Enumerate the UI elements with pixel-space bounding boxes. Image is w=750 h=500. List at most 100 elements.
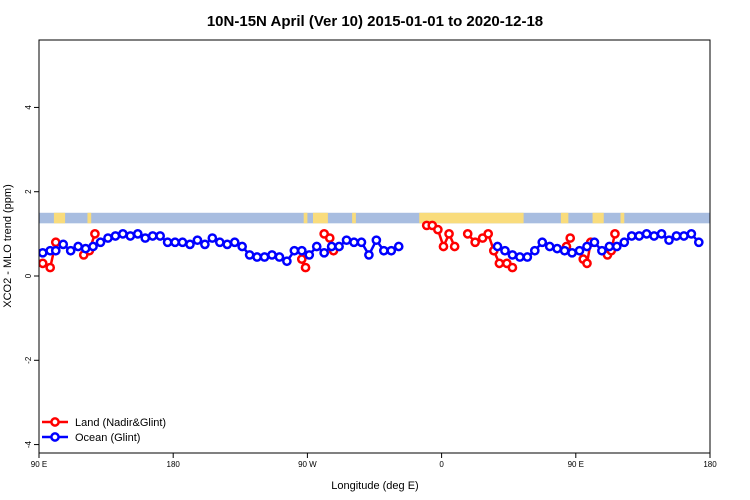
legend-marker xyxy=(50,432,60,442)
data-point xyxy=(664,235,674,246)
data-point xyxy=(289,245,300,256)
data-point xyxy=(574,245,585,256)
data-point xyxy=(449,241,460,252)
x-tick-label: 180 xyxy=(703,460,717,469)
series-line xyxy=(496,232,700,259)
data-point xyxy=(304,250,315,260)
data-point xyxy=(494,258,505,269)
data-point xyxy=(597,245,607,256)
y-axis-label: XCO2 - MLO trend (ppm) xyxy=(2,184,14,307)
x-axis: 90 E 180 90 W 0 90 E 180 xyxy=(31,453,717,469)
chart-title: 10N-15N April (Ver 10) 2015-01-01 to 202… xyxy=(207,13,543,30)
data-point xyxy=(90,229,100,239)
data-point xyxy=(679,231,689,241)
y-tick-label: -2 xyxy=(24,356,33,364)
x-tick-label: 90 E xyxy=(568,460,584,469)
land-band-segment xyxy=(352,212,356,224)
data-point xyxy=(296,245,307,256)
data-point xyxy=(356,237,367,248)
data-point xyxy=(118,229,128,239)
data-point xyxy=(349,237,359,248)
data-point xyxy=(39,247,48,258)
data-point xyxy=(177,237,188,248)
data-point xyxy=(507,262,518,273)
data-point xyxy=(693,237,704,248)
data-point xyxy=(296,254,307,264)
legend-item: Land (Nadir&Glint) xyxy=(42,417,166,429)
data-point xyxy=(324,233,335,243)
data-point xyxy=(641,229,652,239)
data-point xyxy=(125,231,136,241)
series-ocean xyxy=(39,229,704,267)
data-point xyxy=(567,247,577,258)
series-layer xyxy=(39,220,704,273)
x-tick-label: 0 xyxy=(439,460,444,469)
data-point xyxy=(207,233,218,243)
data-point xyxy=(267,250,277,260)
data-point xyxy=(259,252,270,262)
data-point xyxy=(462,229,473,239)
data-point xyxy=(582,258,592,269)
y-tick-label: 2 xyxy=(24,189,33,194)
data-point xyxy=(364,250,374,260)
data-point xyxy=(341,235,352,246)
data-point xyxy=(132,229,143,239)
data-point xyxy=(311,241,322,252)
data-point xyxy=(619,237,630,248)
data-point xyxy=(507,250,518,260)
data-point xyxy=(58,239,69,250)
data-point xyxy=(378,245,389,256)
data-point xyxy=(386,245,397,256)
x-axis-label: Longitude (deg E) xyxy=(331,480,418,492)
data-point xyxy=(45,262,56,273)
data-point xyxy=(252,252,262,262)
data-point xyxy=(162,237,173,248)
data-point xyxy=(470,237,480,248)
land-band-segment xyxy=(312,212,328,224)
data-point xyxy=(604,241,615,252)
data-point xyxy=(515,252,525,262)
data-point xyxy=(222,239,233,250)
land-band-segment xyxy=(419,212,524,224)
data-point xyxy=(438,241,449,252)
x-tick-label: 90 W xyxy=(298,460,317,469)
data-point xyxy=(319,247,330,258)
land-band-segment xyxy=(592,212,604,224)
data-point xyxy=(244,250,255,260)
data-point xyxy=(170,237,180,248)
data-point xyxy=(626,231,637,241)
data-point xyxy=(552,243,563,254)
ocean-band xyxy=(39,212,710,224)
data-point xyxy=(483,229,494,239)
data-point xyxy=(544,241,555,252)
data-point xyxy=(686,229,697,239)
data-point xyxy=(237,241,248,252)
data-point xyxy=(500,245,510,256)
data-point xyxy=(103,233,113,243)
data-point xyxy=(656,229,667,239)
land-band-segment xyxy=(303,212,308,224)
data-point xyxy=(326,241,337,252)
data-point xyxy=(433,224,443,235)
data-point xyxy=(200,239,210,250)
land-band-segment xyxy=(87,212,92,224)
data-point xyxy=(522,252,533,262)
data-point xyxy=(147,231,158,241)
data-point xyxy=(73,241,83,252)
data-point xyxy=(39,258,48,269)
data-point xyxy=(229,237,240,248)
x-tick-label: 180 xyxy=(167,460,181,469)
data-point xyxy=(649,231,659,241)
y-axis: -4 -2 0 2 4 xyxy=(24,105,39,448)
data-point xyxy=(300,262,311,273)
data-point xyxy=(334,241,344,252)
x-tick-label: 90 E xyxy=(31,460,47,469)
data-point xyxy=(559,245,570,256)
data-point xyxy=(282,256,292,267)
data-point xyxy=(50,245,61,256)
data-point xyxy=(140,233,151,243)
data-point xyxy=(274,252,285,262)
y-tick-label: -4 xyxy=(24,440,33,448)
data-point xyxy=(50,237,61,248)
